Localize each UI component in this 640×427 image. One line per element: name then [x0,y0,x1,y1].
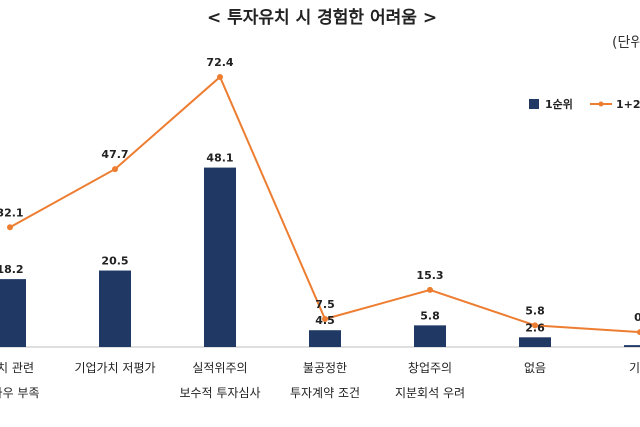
category-label: 없음 [524,361,546,375]
line-point [637,329,640,336]
category-label: 실적위주의 [192,361,247,375]
bar-value-label: 2.6 [525,321,545,334]
category-label: 유치 관련 [0,361,34,375]
bar-value-label: 20.5 [101,255,128,268]
bar [0,279,26,347]
category-label: 지분회석 우려 [395,386,465,400]
legend: 1순위 1+2순위 [529,98,640,111]
category-label: 기업가치 저평가 [74,361,155,375]
line-series [7,73,640,336]
category-label: 기타 [629,361,640,375]
line-value-label: 15.3 [416,269,443,282]
line-point [427,286,433,293]
category-label: 불공정한 [303,361,347,375]
line-value-label: 0. [634,311,640,324]
line-point [322,316,328,323]
line-point [112,166,118,173]
value-labels: 18.2 20.5 48.1 4.5 5.8 2.6 32.1 47.7 72.4 7.5 15.3… [0,56,640,334]
bar-value-label: 48.1 [206,152,233,165]
legend-bar-swatch [529,99,539,109]
bar [414,325,446,347]
line-point [217,73,223,80]
bar [204,167,236,347]
line-point [532,322,538,329]
bar-value-label: 4.5 [315,314,335,327]
line-value-label: 7.5 [315,298,335,311]
chart-title: < 투자유치 시 경험한 어려움 > [207,7,437,28]
line-value-label: 72.4 [206,56,233,69]
bar [624,345,640,347]
unit-label: (단위 [612,35,640,51]
line-value-label: 47.7 [101,148,128,161]
bar [309,330,341,347]
bar-value-label: 5.8 [420,309,440,322]
bar-value-label: 18.2 [0,263,24,276]
line-value-label: 32.1 [0,206,24,219]
bar [519,337,551,347]
category-label: 보수적 투자심사 [179,386,260,400]
bar-series [0,167,640,347]
category-label: 창업주의 [408,361,452,375]
bar [99,270,131,347]
legend-label-bar: 1순위 [545,98,573,111]
line-value-label: 5.8 [525,304,545,317]
line-point [7,224,13,231]
legend-line-marker [598,101,604,107]
category-label: 노하우 부족 [0,386,40,400]
category-label: 투자계약 조건 [290,385,360,400]
legend-label-line: 1+2순위 [616,98,640,111]
